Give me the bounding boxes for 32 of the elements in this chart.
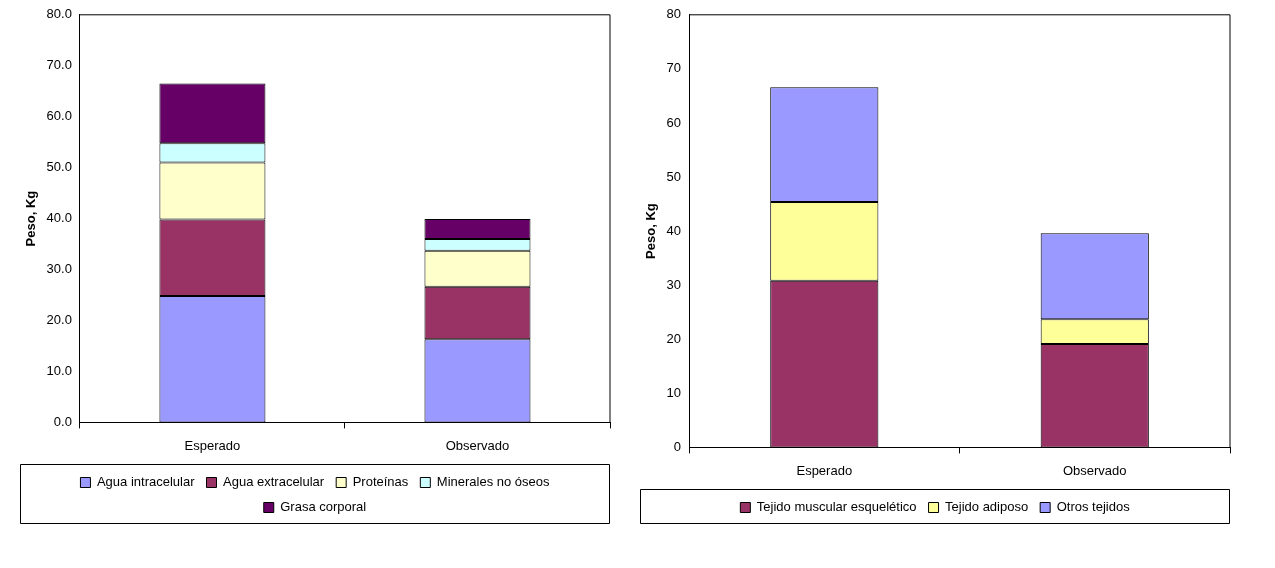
legend-label: Agua extracelular xyxy=(223,474,325,490)
y-tick-label: 50.0 xyxy=(46,159,72,175)
legend-label: Agua intracelular xyxy=(96,474,196,490)
y-tick-label: 60.0 xyxy=(46,108,72,124)
y-tick-label: 30.0 xyxy=(46,261,72,277)
y-tick-label: 80.0 xyxy=(46,6,72,22)
y-tick-label: 0 xyxy=(673,438,682,454)
legend-label: Grasa corporal xyxy=(280,499,367,515)
y-axis-title: Peso, Kg xyxy=(643,203,659,259)
legend-label: Otros tejidos xyxy=(1056,499,1131,515)
y-tick-label: 20 xyxy=(666,330,682,346)
legend-label: Minerales no óseos xyxy=(436,474,551,490)
x-tick-label: Observado xyxy=(1062,462,1127,478)
y-tick-label: 80 xyxy=(666,6,682,22)
y-tick-label: 70 xyxy=(666,60,682,76)
y-tick-label: 0.0 xyxy=(53,413,72,429)
y-tick-label: 40.0 xyxy=(46,210,72,226)
y-tick-label: 10 xyxy=(666,384,682,400)
y-tick-label: 40 xyxy=(666,222,682,238)
x-tick-label: Observado xyxy=(445,437,510,453)
y-tick-label: 10.0 xyxy=(46,363,72,379)
y-tick-label: 20.0 xyxy=(46,312,72,328)
y-tick-label: 50 xyxy=(666,168,682,184)
x-tick-label: Esperado xyxy=(184,437,241,453)
y-tick-label: 60 xyxy=(666,114,682,130)
legend-label: Proteínas xyxy=(352,474,409,490)
x-tick-label: Esperado xyxy=(796,462,853,478)
legend-label: Tejido muscular esquelético xyxy=(756,499,917,515)
y-axis-title: Peso, Kg xyxy=(23,190,39,247)
legend-label: Tejido adiposo xyxy=(945,499,1029,515)
y-tick-label: 70.0 xyxy=(46,57,72,73)
y-tick-label: 30 xyxy=(666,276,682,292)
